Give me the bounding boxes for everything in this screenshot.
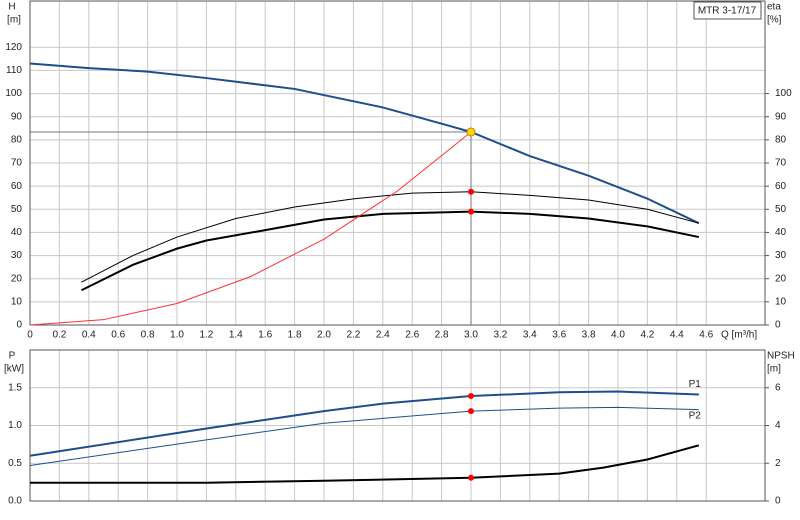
y2-axis-unit: [m] xyxy=(767,364,781,375)
y-axis-unit: [kW] xyxy=(4,364,24,375)
series-line xyxy=(30,444,700,484)
operating-point xyxy=(468,474,474,481)
y2-axis-label: eta xyxy=(767,2,781,13)
y2-tick-label: 4 xyxy=(775,420,781,431)
y-tick-label: 60 xyxy=(11,181,23,192)
x-tick-label: 2.6 xyxy=(405,330,419,341)
x-tick-label: 3.8 xyxy=(582,330,596,341)
y2-tick-label: 40 xyxy=(775,227,787,238)
series-line xyxy=(29,62,700,225)
plot-frame xyxy=(29,349,766,502)
x-tick-label: 3.4 xyxy=(523,330,537,341)
y2-tick-label: 80 xyxy=(775,134,787,145)
y2-tick-label: 10 xyxy=(775,296,787,307)
x-tick-label: 0.2 xyxy=(52,330,66,341)
y-axis-label: H xyxy=(8,2,15,13)
operating-point xyxy=(468,408,474,415)
y-tick-label: 100 xyxy=(5,88,22,99)
y-axis-unit: [m] xyxy=(7,15,21,26)
y2-tick-label: 70 xyxy=(775,158,787,169)
y-tick-label: 20 xyxy=(11,273,23,284)
x-tick-label: 4.4 xyxy=(670,330,684,341)
x-tick-label: 4.0 xyxy=(611,330,625,341)
series-line xyxy=(81,191,699,283)
x-tick-label: 2.0 xyxy=(317,330,331,341)
x-tick-label: 3.0 xyxy=(464,330,478,341)
y2-tick-label: 50 xyxy=(775,204,787,215)
y-tick-label: 40 xyxy=(11,227,23,238)
y2-axis-unit: [%] xyxy=(767,15,782,26)
y-tick-label: 80 xyxy=(11,134,23,145)
x-tick-label: 4.6 xyxy=(699,330,713,341)
operating-point xyxy=(466,127,476,137)
x-axis-label: Q [m³/h] xyxy=(721,330,757,341)
y2-tick-label: 2 xyxy=(775,458,781,469)
y-tick-label: 120 xyxy=(5,42,22,53)
series-label: P2 xyxy=(689,410,702,421)
x-tick-label: 1.2 xyxy=(199,330,213,341)
x-tick-label: 1.6 xyxy=(258,330,272,341)
y-tick-label: 10 xyxy=(11,296,23,307)
y-tick-label: 1.5 xyxy=(8,382,22,393)
y-tick-label: 0 xyxy=(16,320,22,331)
y2-tick-label: 6 xyxy=(775,382,781,393)
operating-point xyxy=(468,393,474,400)
series-line xyxy=(29,406,699,467)
y-tick-label: 70 xyxy=(11,158,23,169)
series-label: P1 xyxy=(689,379,702,390)
y-tick-label: 0.0 xyxy=(8,496,22,507)
plot-frame xyxy=(29,0,766,326)
x-tick-label: 2.2 xyxy=(346,330,360,341)
y2-tick-label: 0 xyxy=(775,320,781,331)
y-tick-label: 0.5 xyxy=(8,458,22,469)
y-tick-label: 50 xyxy=(11,204,23,215)
x-tick-label: 0.8 xyxy=(141,330,155,341)
x-tick-label: 3.2 xyxy=(493,330,507,341)
legend-title: MTR 3-17/17 xyxy=(698,6,757,17)
x-tick-label: 1.4 xyxy=(229,330,243,341)
y-tick-label: 90 xyxy=(11,111,23,122)
y2-tick-label: 100 xyxy=(775,88,792,99)
y2-axis-label: NPSH xyxy=(767,351,795,362)
y2-tick-label: 20 xyxy=(775,273,787,284)
x-tick-label: 0.4 xyxy=(82,330,96,341)
x-tick-label: 1.0 xyxy=(170,330,184,341)
x-tick-label: 0.6 xyxy=(111,330,125,341)
x-tick-label: 3.6 xyxy=(552,330,566,341)
operating-point xyxy=(468,188,474,195)
x-tick-label: 4.2 xyxy=(640,330,654,341)
y-axis-label: P xyxy=(9,351,16,362)
y2-tick-label: 0 xyxy=(775,496,781,507)
x-tick-label: 2.8 xyxy=(435,330,449,341)
series-line xyxy=(81,210,700,292)
series-line xyxy=(29,390,699,457)
x-tick-label: 2.4 xyxy=(376,330,390,341)
legend-box xyxy=(693,1,762,20)
y-tick-label: 110 xyxy=(6,65,22,76)
operating-point xyxy=(468,208,474,215)
y2-tick-label: 30 xyxy=(775,250,787,261)
x-tick-label: 0 xyxy=(27,330,33,341)
y-tick-label: 1.0 xyxy=(8,420,22,431)
series-line xyxy=(29,131,472,326)
x-tick-label: 1.8 xyxy=(288,330,302,341)
y2-tick-label: 60 xyxy=(775,181,787,192)
y2-tick-label: 90 xyxy=(775,111,787,122)
y-tick-label: 30 xyxy=(11,250,23,261)
